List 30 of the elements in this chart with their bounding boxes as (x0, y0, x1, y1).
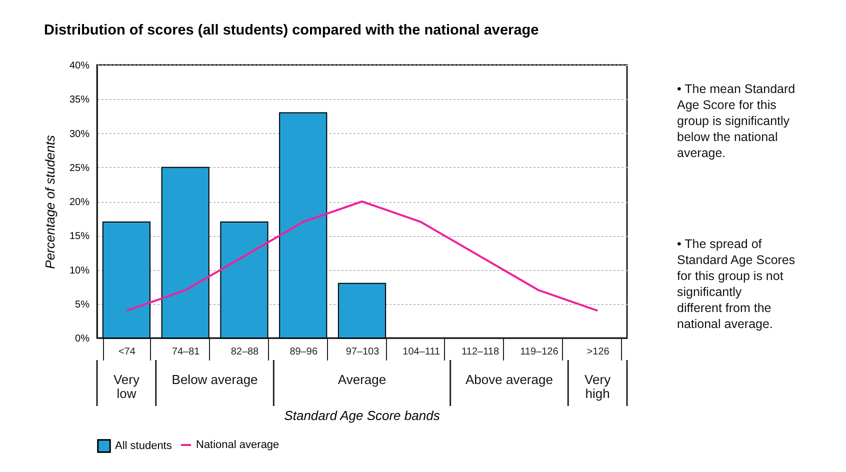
y-tick-label: 40% (69, 60, 90, 72)
y-tick-label: 25% (69, 162, 90, 174)
text: Above average (465, 372, 553, 387)
text: Very low (113, 372, 140, 401)
y-tick-label: 5% (75, 299, 90, 310)
text: • The spread of Standard Age Scores for this group is not significantly different from the national average. (677, 237, 796, 331)
x-tick-label: >126 (586, 346, 610, 358)
legend-label: National average (196, 439, 280, 451)
text: Below average (172, 372, 258, 387)
legend-label: All students (115, 440, 172, 452)
y-tick-label: 10% (69, 265, 90, 276)
chart-title: Distribution of scores (all students) compared with the national average (44, 22, 539, 38)
y-tick-label: 30% (69, 128, 90, 140)
x-tick-label: 82–88 (230, 346, 260, 358)
x-axis-title: Standard Age Score bands (284, 408, 440, 423)
y-tick-label: 0% (75, 334, 90, 344)
x-tick-label: 74–81 (172, 346, 200, 358)
text: Average (338, 372, 386, 387)
x-tick-label: 104–111 (402, 346, 441, 358)
y-axis-title: Percentage of students (42, 134, 58, 269)
x-tick-label: 89–96 (290, 346, 318, 358)
x-tick-label: <74 (118, 346, 136, 358)
y-tick-label: 20% (69, 197, 90, 208)
y-tick-label: 15% (69, 231, 90, 242)
x-tick-label: 112–118 (462, 346, 500, 358)
text: • The mean Standard Age Score for this group is significantly below the national average. (677, 82, 796, 160)
text: Very high (584, 372, 612, 401)
y-tick-label: 35% (69, 94, 90, 106)
x-tick-label: 119–126 (520, 346, 559, 358)
x-tick-label: 97–103 (346, 346, 380, 358)
